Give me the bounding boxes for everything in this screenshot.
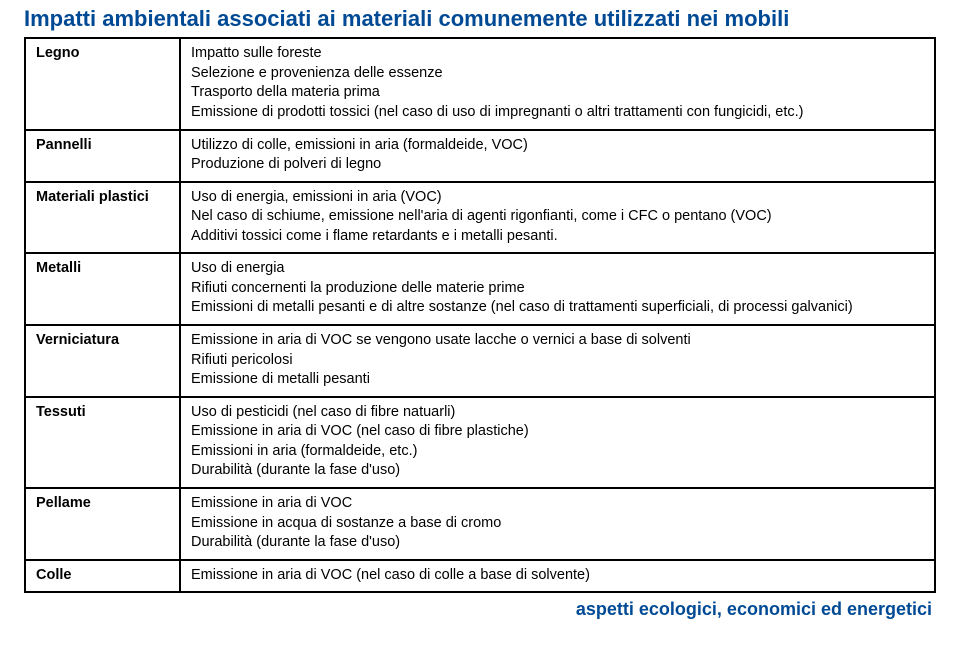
table-row: MetalliUso di energiaRifiuti concernenti…	[25, 253, 935, 325]
footer-text: aspetti ecologici, economici ed energeti…	[24, 599, 936, 620]
row-label: Metalli	[25, 253, 180, 325]
row-description: Uso di pesticidi (nel caso di fibre natu…	[180, 397, 935, 488]
description-line: Rifiuti pericolosi	[191, 351, 924, 371]
row-label: Materiali plastici	[25, 182, 180, 254]
description-line: Additivi tossici come i flame retardants…	[191, 227, 924, 247]
description-line: Utilizzo di colle, emissioni in aria (fo…	[191, 136, 924, 156]
description-line: Nel caso di schiume, emissione nell'aria…	[191, 207, 924, 227]
row-description: Uso di energiaRifiuti concernenti la pro…	[180, 253, 935, 325]
table-row: Colle Emissione in aria di VOC (nel caso …	[25, 560, 935, 593]
row-description: Uso di energia, emissioni in aria (VOC)N…	[180, 182, 935, 254]
row-label: Verniciatura	[25, 325, 180, 397]
description-line: Emissione in aria di VOC (nel caso di co…	[191, 566, 924, 586]
description-line: Selezione e provenienza delle essenze	[191, 64, 924, 84]
impacts-tbody: LegnoImpatto sulle foresteSelezione e pr…	[25, 38, 935, 592]
description-line: Durabilità (durante la fase d'uso)	[191, 461, 924, 481]
description-line: Rifiuti concernenti la produzione delle …	[191, 279, 924, 299]
page: Impatti ambientali associati ai material…	[0, 0, 960, 626]
description-line: Emissione di metalli pesanti	[191, 370, 924, 390]
table-row: LegnoImpatto sulle foresteSelezione e pr…	[25, 38, 935, 129]
row-label: Tessuti	[25, 397, 180, 488]
table-row: PellameEmissione in aria di VOCEmissione…	[25, 488, 935, 560]
table-row: Materiali plasticiUso di energia, emissi…	[25, 182, 935, 254]
page-title: Impatti ambientali associati ai material…	[24, 6, 936, 31]
row-label: Pannelli	[25, 130, 180, 182]
description-line: Uso di energia, emissioni in aria (VOC)	[191, 188, 924, 208]
row-description: Utilizzo di colle, emissioni in aria (fo…	[180, 130, 935, 182]
table-row: Verniciatura Emissione in aria di VOC se …	[25, 325, 935, 397]
description-line: Impatto sulle foreste	[191, 44, 924, 64]
row-label: Legno	[25, 38, 180, 129]
description-line: Emissioni in aria (formaldeide, etc.)	[191, 442, 924, 462]
description-line: Durabilità (durante la fase d'uso)	[191, 533, 924, 553]
description-line: Emissione in acqua di sostanze a base di…	[191, 514, 924, 534]
description-line: Emissione di prodotti tossici (nel caso …	[191, 103, 924, 123]
table-row: Tessuti Uso di pesticidi (nel caso di fib…	[25, 397, 935, 488]
description-line: Trasporto della materia prima	[191, 83, 924, 103]
impacts-table: LegnoImpatto sulle foresteSelezione e pr…	[24, 37, 936, 593]
description-line: Emissioni di metalli pesanti e di altre …	[191, 298, 924, 318]
description-line: Uso di pesticidi (nel caso di fibre natu…	[191, 403, 924, 423]
description-line: Emissione in aria di VOC	[191, 494, 924, 514]
description-line: Produzione di polveri di legno	[191, 155, 924, 175]
row-label: Colle	[25, 560, 180, 593]
row-description: Emissione in aria di VOC se vengono usat…	[180, 325, 935, 397]
description-line: Emissione in aria di VOC se vengono usat…	[191, 331, 924, 351]
row-description: Emissione in aria di VOC (nel caso di co…	[180, 560, 935, 593]
description-line: Uso di energia	[191, 259, 924, 279]
description-line: Emissione in aria di VOC (nel caso di fi…	[191, 422, 924, 442]
table-row: Pannelli Utilizzo di colle, emissioni in …	[25, 130, 935, 182]
row-description: Emissione in aria di VOCEmissione in acq…	[180, 488, 935, 560]
row-label: Pellame	[25, 488, 180, 560]
row-description: Impatto sulle foresteSelezione e proveni…	[180, 38, 935, 129]
